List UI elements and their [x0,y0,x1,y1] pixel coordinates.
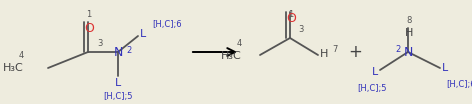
Text: H₃C: H₃C [3,63,24,73]
Text: 2: 2 [126,46,131,55]
Text: 2: 2 [396,46,401,54]
Text: 1: 1 [86,10,92,19]
Text: +: + [348,43,362,61]
Text: 7: 7 [332,46,337,54]
Text: 3: 3 [97,39,102,48]
Text: 4: 4 [237,39,242,48]
Text: O: O [84,22,94,35]
Text: H: H [320,49,329,59]
Text: L: L [115,78,121,88]
Text: O: O [286,12,296,25]
Text: N: N [403,46,413,58]
Text: [H,C];5: [H,C];5 [103,92,133,101]
Text: H₃C: H₃C [221,51,242,61]
Text: 3: 3 [298,25,303,34]
Text: H: H [405,28,413,38]
Text: [H,C];5: [H,C];5 [357,84,387,93]
Text: L: L [140,29,146,39]
Text: 8: 8 [406,16,412,25]
Text: [H,C];6: [H,C];6 [152,20,182,28]
Text: L: L [372,67,378,77]
Text: N: N [113,46,123,58]
Text: [H,C];6: [H,C];6 [446,80,472,89]
Text: 4: 4 [19,51,24,60]
Text: L: L [442,63,448,73]
Text: 1: 1 [288,10,294,19]
